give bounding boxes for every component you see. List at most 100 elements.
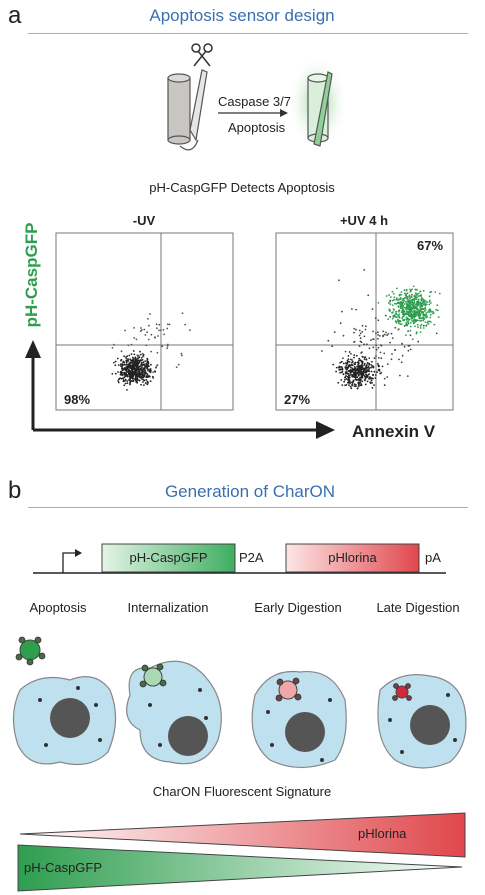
scatter-point-plus-uv-green	[412, 314, 415, 316]
scatter-point-plus-uv-green	[412, 306, 415, 309]
scatter-point-minus-uv	[139, 365, 141, 368]
scatter-point-plus-uv-green	[414, 303, 417, 306]
scatter-point-minus-uv	[130, 376, 133, 379]
scatter-point-plus-uv-green	[406, 307, 409, 310]
scatter-point-minus-uv	[132, 368, 135, 371]
scatter-point-minus-uv	[141, 376, 143, 378]
scatter-point-minus-uv	[134, 364, 137, 367]
scatter-point-minus-uv	[135, 338, 138, 341]
scatter-point-plus-uv-green	[404, 292, 407, 295]
scatter-point-minus-uv	[143, 373, 146, 376]
scatter-point-plus-uv	[348, 370, 350, 372]
scatter-point-plus-uv-green	[420, 310, 422, 312]
scatter-point-plus-uv	[355, 385, 357, 388]
scatter-point-plus-uv-green	[402, 319, 404, 321]
scatter-point-plus-uv	[416, 293, 418, 296]
scatter-point-minus-uv	[147, 368, 150, 371]
scatter-point-minus-uv	[134, 368, 137, 371]
scatter-point-plus-uv	[347, 358, 350, 361]
scatter-point-plus-uv-green	[424, 299, 426, 302]
scatter-point-plus-uv	[359, 378, 361, 381]
scatter-point-plus-uv-green	[403, 299, 405, 302]
scatter-point-plus-uv	[356, 387, 359, 390]
scatter-point-plus-uv	[360, 376, 362, 379]
scatter-point-plus-uv	[356, 376, 358, 378]
scatter-point-minus-uv	[146, 373, 149, 376]
scatter-point-plus-uv-green	[390, 296, 392, 298]
scatter-point-minus-uv	[126, 374, 128, 377]
scatter-point-plus-uv-green	[413, 295, 416, 298]
scatter-point-minus-uv	[131, 368, 133, 370]
scatter-point-plus-uv-green	[393, 314, 396, 317]
scatter-point-minus-uv	[143, 363, 145, 365]
scatter-point-plus-uv-green	[413, 312, 415, 315]
scatter-point-plus-uv-green	[403, 310, 406, 312]
scatter-point-plus-uv	[341, 384, 344, 386]
scatter-point-plus-uv	[386, 334, 388, 337]
scatter-point-plus-uv	[357, 379, 360, 381]
scatter-point-plus-uv-green	[406, 303, 408, 306]
scatter-point-plus-uv	[370, 370, 373, 373]
scatter-point-minus-uv	[125, 366, 127, 369]
scatter-point-plus-uv	[366, 362, 369, 365]
scatter-point-minus-uv	[123, 374, 126, 376]
scatter-point-plus-uv	[351, 375, 354, 378]
scatter-point-plus-uv-green	[421, 302, 424, 305]
scatter-point-plus-uv-green	[419, 327, 422, 329]
scatter-point-minus-uv	[135, 369, 138, 372]
scatter-point-minus-uv	[124, 375, 127, 378]
scatter-point-plus-uv-green	[423, 308, 425, 310]
scatter-point-plus-uv	[353, 362, 356, 365]
scatter-point-plus-uv-green	[402, 298, 405, 300]
scatter-point-minus-uv	[129, 370, 132, 373]
scatter-point-plus-uv-green	[401, 313, 404, 316]
scatter-point-plus-uv-green	[394, 316, 397, 318]
scatter-point-minus-uv	[126, 375, 129, 378]
scatter-point-plus-uv-green	[428, 310, 431, 313]
scatter-point-plus-uv	[358, 382, 361, 385]
scatter-point-plus-uv-green	[402, 310, 405, 313]
scatter-point-minus-uv	[143, 369, 146, 372]
scatter-point-minus-uv	[162, 328, 165, 331]
scatter-point-plus-uv-green	[420, 320, 422, 322]
scatter-point-minus-uv	[131, 373, 134, 375]
scatter-point-plus-uv	[370, 339, 372, 341]
cell-apoptosis	[12, 636, 117, 765]
scatter-point-minus-uv	[142, 355, 144, 357]
scatter-point-plus-uv-green	[417, 310, 420, 313]
scatter-point-plus-uv-green	[392, 308, 395, 311]
scatter-point-plus-uv-green	[409, 310, 412, 313]
scatter-point-plus-uv	[357, 382, 359, 384]
scatter-point-minus-uv	[127, 344, 130, 347]
scatter-point-plus-uv	[358, 359, 360, 362]
scatter-point-plus-uv-green	[395, 313, 398, 316]
scatter-point-plus-uv	[425, 325, 428, 327]
stage-label-late-digestion: Late Digestion	[376, 600, 460, 615]
scatter-point-minus-uv	[127, 371, 129, 374]
scatter-point-minus-uv	[141, 371, 144, 374]
scatter-point-minus-uv	[132, 365, 135, 368]
scatter-point-plus-uv	[348, 376, 351, 379]
scatter-point-plus-uv-green	[420, 298, 423, 301]
scatter-point-plus-uv-green	[415, 331, 418, 334]
scatter-point-plus-uv-green	[415, 320, 418, 323]
scatter-point-plus-uv	[341, 368, 344, 371]
scatter-point-plus-uv	[335, 370, 337, 373]
scatter-point-plus-uv	[354, 371, 357, 374]
scatter-point-plus-uv	[365, 375, 368, 378]
scatter-point-plus-uv	[344, 366, 347, 368]
scatter-point-plus-uv	[382, 335, 384, 338]
scatter-point-plus-uv	[361, 367, 364, 369]
scatter-point-plus-uv-green	[415, 303, 418, 306]
scatter-point-plus-uv-green	[410, 312, 413, 314]
scatter-point-plus-uv	[353, 376, 356, 378]
scatter-point-plus-uv	[403, 325, 406, 327]
scatter-point-plus-uv	[344, 371, 347, 374]
stage-label-apoptosis: Apoptosis	[29, 600, 87, 615]
scatter-point-plus-uv-green	[423, 301, 425, 304]
scatter-point-plus-uv-green	[416, 301, 418, 304]
scatter-point-plus-uv-green	[416, 319, 419, 322]
scatter-point-minus-uv	[130, 380, 132, 383]
scatter-point-plus-uv-green	[422, 308, 425, 310]
scatter-point-minus-uv	[135, 369, 138, 372]
